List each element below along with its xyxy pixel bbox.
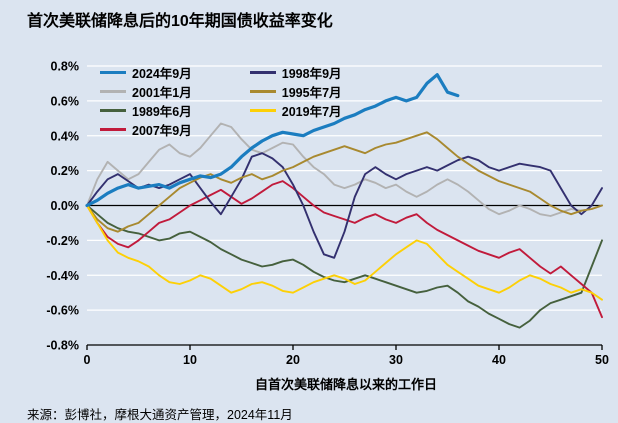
page-title: 首次美联储降息后的10年期国债收益率变化 xyxy=(27,13,333,30)
chart-legend: 2024年9月 2001年1月 1989年6月 2007年9月 1998年9月 1995年… xyxy=(100,63,342,139)
x-tick-label: 50 xyxy=(595,353,609,367)
yield-change-line-chart: 0.8% 0.6% 0.4% 0.2% 0.0% -0.2% -0.4% -0.6% -0.8%… xyxy=(46,60,609,368)
series-line-1995年7月 xyxy=(86,131,603,233)
series-line-2007年9月 xyxy=(86,180,603,319)
y-tick-label: -0.6% xyxy=(46,304,79,318)
legend-swatch xyxy=(249,90,276,93)
legend-item: 1995年7月 xyxy=(249,82,342,101)
legend-label: 2001年1月 xyxy=(132,86,192,100)
legend-item: 1989年6月 xyxy=(100,101,192,120)
legend-item: 2019年7月 xyxy=(249,101,342,120)
legend-swatch xyxy=(100,128,126,131)
chart-area: 0.8% 0.6% 0.4% 0.2% 0.0% -0.2% -0.4% -0.6% -0.8%… xyxy=(27,41,610,371)
legend-swatch xyxy=(100,90,126,93)
legend-swatch xyxy=(249,71,276,74)
legend-label: 1998年9月 xyxy=(281,67,342,81)
x-tick-label: 30 xyxy=(389,353,403,367)
legend-swatch xyxy=(100,70,126,75)
legend-item: 1998年9月 xyxy=(249,63,342,82)
legend-item: 2007年9月 xyxy=(100,120,192,139)
x-tick-label: 40 xyxy=(492,353,506,367)
legend-label: 2019年7月 xyxy=(281,105,342,119)
x-tick-label: 20 xyxy=(286,353,300,367)
legend-swatch xyxy=(249,109,276,112)
legend-item: 2024年9月 xyxy=(100,63,192,82)
y-tick-label: -0.4% xyxy=(46,269,79,283)
source-note: 来源：彭博社，摩根大通资产管理，2024年11月 xyxy=(27,408,293,422)
legend-label: 2024年9月 xyxy=(132,67,192,81)
y-tick-label: 0.6% xyxy=(51,94,80,108)
series-line-1998年9月 xyxy=(86,152,603,259)
legend-label: 1989年6月 xyxy=(132,105,192,119)
y-tick-label: 0.8% xyxy=(51,60,80,74)
legend-label: 2007年9月 xyxy=(132,124,192,138)
series-line-2019年7月 xyxy=(86,204,603,301)
x-axis-title: 自首次美联储降息以来的工作日 xyxy=(254,377,437,392)
x-tick-label: 10 xyxy=(183,353,197,367)
y-tick-label: -0.2% xyxy=(46,234,79,248)
legend-label: 1995年7月 xyxy=(281,86,342,100)
legend-swatch xyxy=(100,109,126,112)
legend-item: 2001年1月 xyxy=(100,82,192,101)
series-line-2001年1月 xyxy=(86,122,603,217)
series-line-1989年6月 xyxy=(86,204,603,329)
y-tick-label: -0.8% xyxy=(46,339,79,353)
y-tick-label: 0.2% xyxy=(51,164,80,178)
y-tick-label: 0.4% xyxy=(51,129,80,143)
x-tick-label: 0 xyxy=(84,353,91,367)
series-line-2024年9月 xyxy=(85,73,460,208)
y-tick-label: 0.0% xyxy=(51,199,80,213)
